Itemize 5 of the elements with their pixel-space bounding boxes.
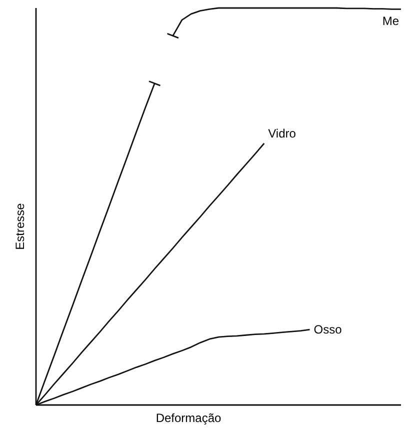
- series-label: Vidro: [268, 126, 296, 140]
- series-label: Me: [382, 14, 400, 28]
- x-axis-title: Deformação: [156, 411, 222, 425]
- y-axis-title: Estresse: [13, 202, 27, 250]
- series-label: Osso: [314, 322, 342, 337]
